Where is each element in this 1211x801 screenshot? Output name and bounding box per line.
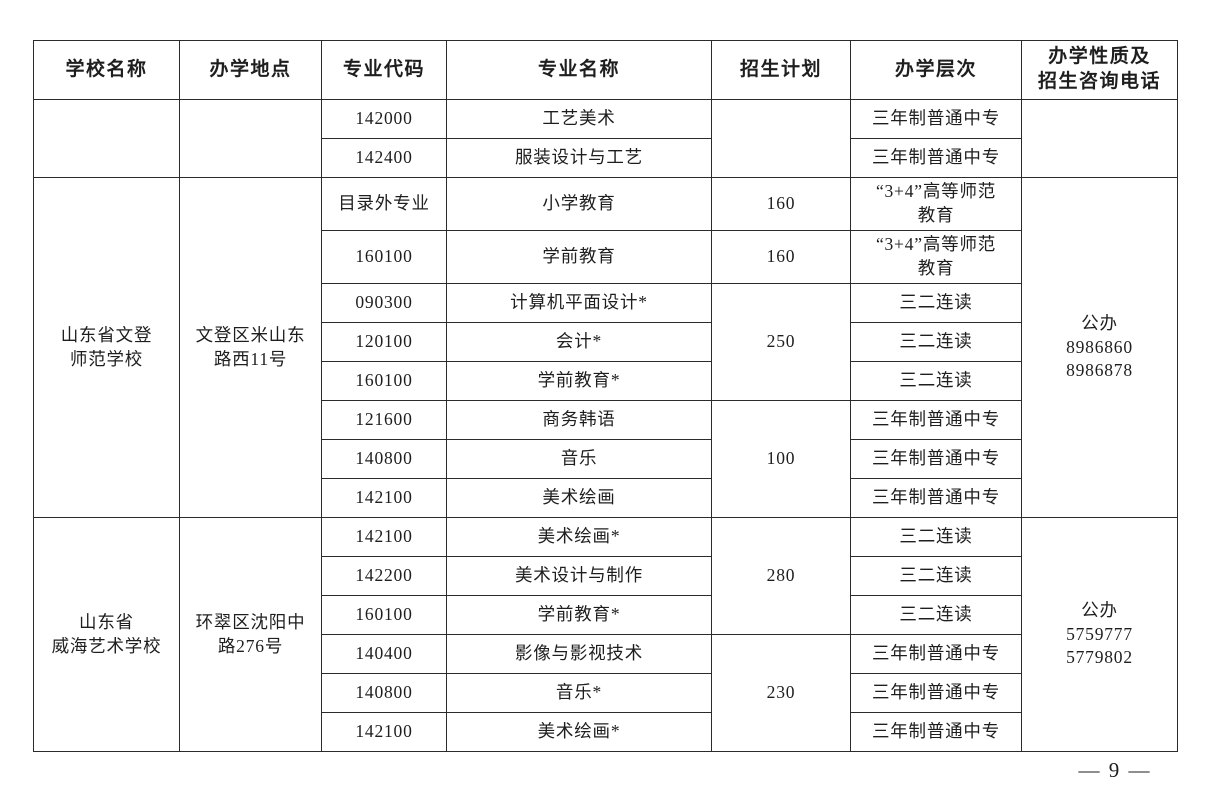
cell-school-name: 山东省 威海艺术学校 xyxy=(33,517,180,752)
table-row: 142000 工艺美术 三年制普通中专 xyxy=(33,99,1178,178)
cell-level: 三年制普通中专 xyxy=(850,99,1022,139)
cell-level: 三二连读 xyxy=(850,556,1022,596)
cell-plan xyxy=(711,99,851,178)
cell-major-code: 142400 xyxy=(321,138,447,178)
table-row: 121600 商务韩语 100 三年制普通中专 xyxy=(34,400,1178,518)
table-row: 160100 学前教育* 三二连读 xyxy=(34,361,1178,401)
cell-major-name: 音乐* xyxy=(446,673,712,713)
col-header-enrollment-plan: 招生计划 xyxy=(711,40,851,100)
cell-level: 三年制普通中专 xyxy=(850,634,1022,674)
cell-major-code: 142100 xyxy=(321,517,447,557)
cell-major-name: 美术绘画 xyxy=(446,478,712,518)
cell-major-name: 美术绘画* xyxy=(446,517,712,557)
cell-major-name: 影像与影视技术 xyxy=(446,634,712,674)
cell-major-code: 160100 xyxy=(321,595,447,635)
cell-plan: 160 xyxy=(711,177,851,231)
cell-school-name xyxy=(33,99,180,178)
cell-level: 三年制普通中专 xyxy=(850,138,1022,178)
cell-major-code: 目录外专业 xyxy=(321,177,447,231)
cell-major-code: 142100 xyxy=(321,478,447,518)
cell-major-name: 小学教育 xyxy=(446,177,712,231)
admissions-table: 学校名称 办学地点 专业代码 专业名称 招生计划 办学层次 办学性质及 招生咨询… xyxy=(33,40,1178,752)
cell-major-code: 142200 xyxy=(321,556,447,596)
cell-plan: 280 xyxy=(711,517,851,635)
cell-major-code: 142000 xyxy=(321,99,447,139)
cell-level: 三二连读 xyxy=(850,517,1022,557)
cell-major-name: 商务韩语 xyxy=(446,400,712,440)
cell-nature-phone: 公办 8986860 8986878 xyxy=(1021,177,1178,518)
table-row: 142400 服装设计与工艺 三年制普通中专 xyxy=(34,138,1178,178)
cell-major-name: 音乐 xyxy=(446,439,712,479)
cell-level: 三年制普通中专 xyxy=(850,400,1022,440)
table-row: 160100 学前教育* 三二连读 xyxy=(34,595,1178,635)
cell-major-code: 142100 xyxy=(321,712,447,752)
cell-major-code: 160100 xyxy=(321,361,447,401)
cell-level: 三二连读 xyxy=(850,361,1022,401)
col-header-location: 办学地点 xyxy=(179,40,322,100)
cell-location: 文登区米山东 路西11号 xyxy=(179,177,322,518)
cell-level: “3+4”高等师范 教育 xyxy=(850,230,1022,284)
col-header-level: 办学层次 xyxy=(850,40,1022,100)
cell-major-code: 140400 xyxy=(321,634,447,674)
cell-level: 三二连读 xyxy=(850,283,1022,323)
cell-location: 环翠区沈阳中 路276号 xyxy=(179,517,322,752)
cell-level: 三二连读 xyxy=(850,595,1022,635)
cell-major-name: 会计* xyxy=(446,322,712,362)
cell-major-code: 140800 xyxy=(321,439,447,479)
cell-major-name: 美术设计与制作 xyxy=(446,556,712,596)
cell-major-name: 服装设计与工艺 xyxy=(446,138,712,178)
table-row: 山东省文登 师范学校 文登区米山东 路西11号 目录外专业 小学教育 160 “… xyxy=(33,177,1178,518)
cell-level: 三年制普通中专 xyxy=(850,439,1022,479)
table-row: 142200 美术设计与制作 三二连读 xyxy=(34,556,1178,596)
cell-major-code: 120100 xyxy=(321,322,447,362)
table-row: 140400 影像与影视技术 230 三年制普通中专 xyxy=(34,634,1178,752)
cell-major-code: 140800 xyxy=(321,673,447,713)
cell-level: 三年制普通中专 xyxy=(850,712,1022,752)
cell-plan: 230 xyxy=(711,634,851,752)
cell-school-name: 山东省文登 师范学校 xyxy=(33,177,180,518)
cell-nature-phone: 公办 5759777 5779802 xyxy=(1021,517,1178,752)
table-row: 160100 学前教育 160 “3+4”高等师范 教育 xyxy=(34,230,1178,284)
cell-major-name: 学前教育* xyxy=(446,595,712,635)
cell-major-name: 计算机平面设计* xyxy=(446,283,712,323)
col-header-major-code: 专业代码 xyxy=(321,40,447,100)
cell-major-code: 160100 xyxy=(321,230,447,284)
cell-plan: 100 xyxy=(711,400,851,518)
cell-major-name: 工艺美术 xyxy=(446,99,712,139)
cell-plan: 160 xyxy=(711,230,851,284)
cell-level: “3+4”高等师范 教育 xyxy=(850,177,1022,231)
table-header-row: 学校名称 办学地点 专业代码 专业名称 招生计划 办学层次 办学性质及 招生咨询… xyxy=(33,40,1178,100)
cell-plan: 250 xyxy=(711,283,851,401)
table-row: 140800 音乐 三年制普通中专 xyxy=(34,439,1178,479)
col-header-nature-phone: 办学性质及 招生咨询电话 xyxy=(1021,40,1178,100)
cell-location xyxy=(179,99,322,178)
cell-major-code: 090300 xyxy=(321,283,447,323)
col-header-school-name: 学校名称 xyxy=(33,40,180,100)
col-header-major-name: 专业名称 xyxy=(446,40,712,100)
table-row: 142100 美术绘画 三年制普通中专 xyxy=(34,478,1178,518)
table-row: 山东省 威海艺术学校 环翠区沈阳中 路276号 142100 美术绘画* 280… xyxy=(33,517,1178,752)
cell-level: 三二连读 xyxy=(850,322,1022,362)
table-row: 142100 美术绘画* 三年制普通中专 xyxy=(34,712,1178,752)
page-number: — 9 — xyxy=(1078,758,1152,782)
cell-major-code: 121600 xyxy=(321,400,447,440)
cell-level: 三年制普通中专 xyxy=(850,673,1022,713)
cell-level: 三年制普通中专 xyxy=(850,478,1022,518)
cell-major-name: 美术绘画* xyxy=(446,712,712,752)
cell-major-name: 学前教育* xyxy=(446,361,712,401)
cell-major-name: 学前教育 xyxy=(446,230,712,284)
cell-nature-phone xyxy=(1021,99,1178,178)
